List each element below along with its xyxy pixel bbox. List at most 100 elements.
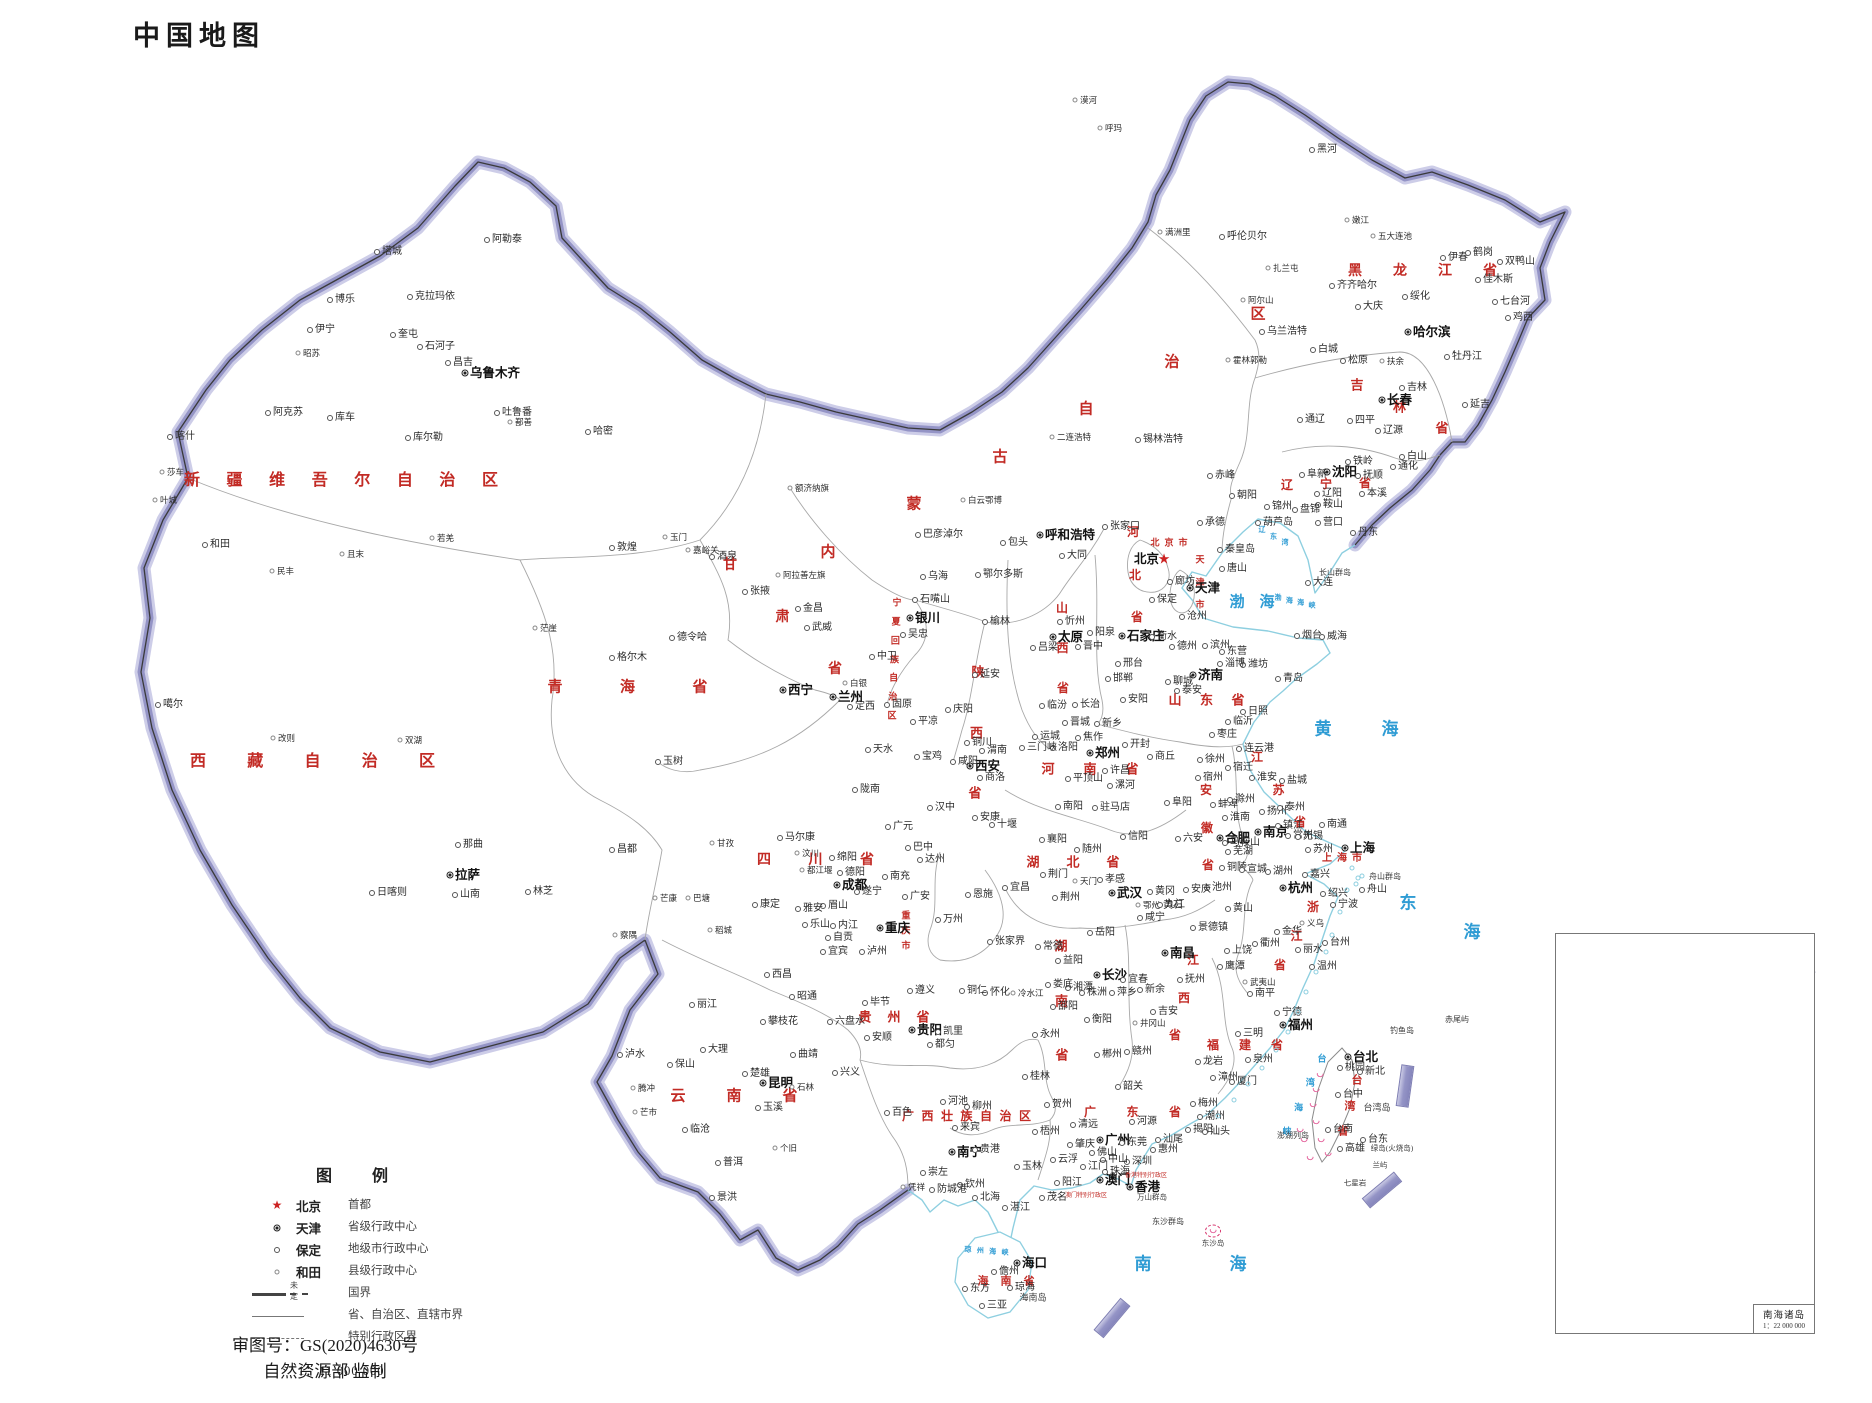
city-dot-icon	[1294, 633, 1300, 639]
city-label: 昌吉	[453, 357, 473, 368]
city-label: 长春	[1387, 392, 1413, 407]
city-label: 乌兰浩特	[1267, 326, 1307, 337]
city-label: 鸡西	[1513, 312, 1533, 323]
city-label: 绥化	[1410, 291, 1430, 302]
city-dot-icon	[772, 1145, 778, 1151]
island-label: 兰屿	[1372, 1160, 1388, 1170]
reef-mark	[1316, 1072, 1324, 1078]
province-capital-icon	[1161, 949, 1169, 957]
city-dot-icon	[709, 840, 715, 846]
city-label: 萍乡	[1117, 987, 1137, 998]
reef-mark	[1312, 1119, 1320, 1125]
city-dot-icon	[1137, 915, 1143, 921]
city-label: 徐州	[1205, 754, 1225, 765]
city-label: 延安	[980, 669, 1000, 680]
city-label: 铜仁	[967, 985, 987, 996]
city-dot-icon	[1157, 902, 1163, 908]
city-label: 南充	[890, 871, 910, 882]
city-dot-icon	[525, 889, 531, 895]
province-label: 北	[1066, 854, 1080, 870]
city-label: 咸宁	[1145, 912, 1165, 923]
city-label: 遵义	[915, 985, 935, 996]
city-dot-icon	[972, 815, 978, 821]
city-label: 镇江	[1283, 820, 1303, 831]
inset-scale: 1：22 000 000	[1763, 1322, 1805, 1330]
province-label: 治	[888, 691, 898, 702]
city-dot-icon	[1087, 630, 1093, 636]
city-label: 太原	[1058, 629, 1084, 644]
city-dot-icon	[1242, 979, 1248, 985]
city-dot-icon	[869, 654, 875, 660]
city-label: 抚州	[1185, 974, 1205, 985]
sar-label: 澳门特别行政区	[1064, 1193, 1108, 1199]
city-dot-icon	[1402, 294, 1408, 300]
city-dot-icon	[1175, 836, 1181, 842]
city-label: 凯里	[943, 1026, 963, 1037]
sea-label: 海	[1297, 598, 1305, 607]
city-label: 遂宁	[862, 886, 882, 897]
city-label: 商洛	[985, 772, 1005, 783]
islet-dot	[1329, 932, 1335, 938]
city-label: 泰安	[1182, 685, 1202, 696]
province-label: 省	[1056, 681, 1070, 695]
city-label: 荆州	[1060, 892, 1080, 903]
city-label: 漠河	[1080, 94, 1098, 105]
city-label: 南宁	[957, 1144, 983, 1159]
city-dot-icon	[609, 847, 615, 853]
city-label: 山南	[460, 889, 480, 900]
city-label: 德阳	[845, 867, 865, 878]
city-dot-icon	[847, 704, 853, 710]
city-label: 七台河	[1500, 296, 1530, 307]
province-label: 江	[1250, 750, 1264, 764]
city-label: 临沧	[690, 1124, 710, 1135]
province-label: 湾	[1344, 1100, 1356, 1112]
city-dot-icon	[852, 787, 858, 793]
city-dot-icon	[1379, 358, 1385, 364]
hainan-island	[954, 1231, 1033, 1319]
city-label: 内江	[838, 920, 858, 931]
islet-dot	[1353, 881, 1359, 887]
city-label: 满洲里	[1165, 226, 1191, 237]
city-label: 张掖	[750, 586, 770, 597]
city-dot-icon	[1067, 1142, 1073, 1148]
province-capital-icon	[1049, 633, 1057, 641]
legend-item-name: 保定	[296, 1243, 322, 1258]
city-dot-icon	[972, 1195, 978, 1201]
province-label: 云	[670, 1088, 686, 1105]
city-dot-icon	[1330, 902, 1336, 908]
city-dot-icon	[907, 988, 913, 994]
city-dot-icon	[1135, 437, 1141, 443]
city-dot-icon	[820, 949, 826, 955]
city-dot-icon	[915, 532, 921, 538]
city-dot-icon	[799, 867, 805, 873]
city-label: 大庆	[1363, 301, 1383, 312]
province-label: 吾	[311, 472, 328, 489]
province-label: 省	[1231, 692, 1245, 708]
city-label: 鄂尔多斯	[983, 569, 1023, 580]
city-label: 万州	[943, 914, 963, 925]
city-label: 聊城	[1173, 676, 1193, 687]
city-dot-icon	[865, 747, 871, 753]
city-label: 澳门	[1105, 1172, 1131, 1187]
city-label: 铜陵	[1227, 862, 1247, 873]
province-label: 南	[1054, 993, 1069, 1008]
city-label: 宣城	[1247, 864, 1267, 875]
province-label: 治	[439, 472, 456, 489]
city-dot-icon	[905, 845, 911, 851]
city-label: 莎车	[167, 466, 185, 477]
province-label: 海	[1337, 853, 1347, 864]
city-label: 台南	[1333, 1124, 1353, 1135]
province-capital-icon	[1036, 531, 1044, 539]
city-dot-icon	[1249, 775, 1255, 781]
city-dot-icon	[1039, 703, 1045, 709]
city-label: 来宾	[960, 1122, 980, 1133]
city-dot-icon	[1210, 1075, 1216, 1081]
city-dot-icon	[795, 606, 801, 612]
city-label: 鹤岗	[1473, 247, 1493, 258]
city-dot-icon	[159, 469, 165, 475]
city-label: 铁岭	[1353, 456, 1373, 467]
city-dot-icon	[1350, 530, 1356, 536]
islet-dot	[1359, 873, 1365, 879]
city-dot-icon	[1299, 472, 1305, 478]
